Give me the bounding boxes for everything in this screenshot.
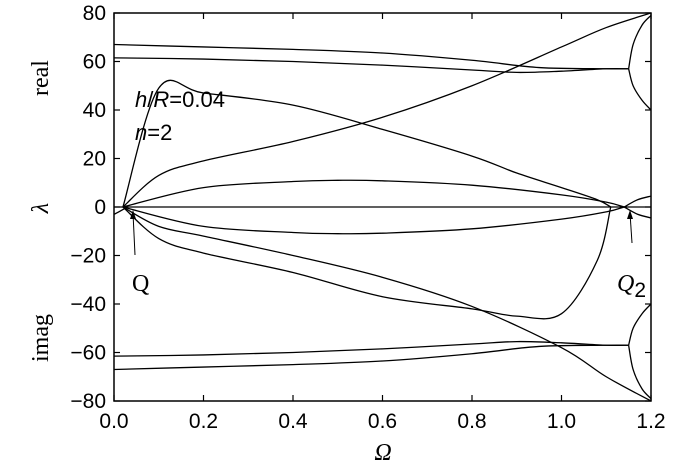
curves-group	[114, 13, 651, 401]
ylabel-imag: imag	[28, 314, 54, 362]
x-tick-label: 0.2	[189, 410, 218, 433]
series-line-13	[122, 206, 651, 401]
param-n: n	[135, 120, 147, 145]
y-tick-label: −40	[70, 293, 106, 316]
series-line-3	[627, 68, 651, 111]
marker-q-label: Q	[132, 271, 149, 297]
params-line-2: n=2	[135, 120, 172, 145]
series-line-11	[623, 206, 651, 219]
marker-q2-subscript: 2	[634, 279, 646, 302]
series-line-16	[627, 345, 651, 400]
param-n-value: =2	[147, 120, 172, 145]
y-tick-label: −20	[70, 245, 106, 268]
series-line-15	[114, 344, 629, 371]
params-line-1: h/R=0.04	[135, 87, 225, 112]
param-h: h	[135, 87, 147, 112]
marker-q-arrowhead	[130, 210, 136, 219]
x-tick-label: 1.0	[547, 410, 576, 433]
x-tick-label: 0.6	[368, 410, 397, 433]
marker-q2-arrowhead	[627, 210, 633, 219]
ylabel-lambda: λ	[28, 203, 54, 214]
series-line-17	[627, 303, 651, 346]
y-tick-label: 20	[83, 148, 106, 171]
series-line-0	[114, 43, 629, 70]
x-tick-label: 1.2	[636, 410, 665, 433]
series-line-8	[623, 195, 651, 208]
x-tick-label: 0.0	[99, 410, 128, 433]
series-line-12	[122, 206, 612, 320]
series-line-4	[122, 13, 651, 208]
ylabel-real: real	[28, 60, 54, 96]
marker-q2-label: Q2	[617, 271, 646, 302]
series-line-1	[114, 57, 629, 74]
y-tick-label: 0	[94, 196, 106, 219]
y-tick-label: −80	[70, 390, 106, 413]
xlabel-omega: Ω	[374, 440, 391, 466]
x-tick-label: 0.4	[278, 410, 308, 433]
param-r: R	[153, 87, 169, 112]
ticks-group: 0.0 0.2 0.4 0.6 0.8 1.0 1.2 80 60 40 20 0 −20 −40 −60 −…	[70, 2, 665, 433]
param-hr-value: =0.04	[169, 87, 225, 112]
y-tick-label: 40	[83, 99, 106, 122]
y-tick-label: −60	[70, 342, 106, 365]
series-line-6	[122, 179, 625, 208]
series-line-10	[122, 206, 625, 235]
param-slash: /	[147, 87, 154, 112]
x-tick-label: 0.8	[457, 410, 486, 433]
y-tick-label: 80	[83, 2, 106, 25]
marker-q2-letter: Q	[617, 271, 634, 297]
marker-q-arrow	[132, 212, 136, 256]
series-line-5	[122, 79, 612, 208]
y-tick-label: 60	[83, 51, 106, 74]
marker-q: Q	[130, 210, 149, 297]
series-line-14	[114, 340, 629, 357]
marker-q2: Q2	[617, 210, 646, 302]
series-line-2	[627, 14, 651, 69]
